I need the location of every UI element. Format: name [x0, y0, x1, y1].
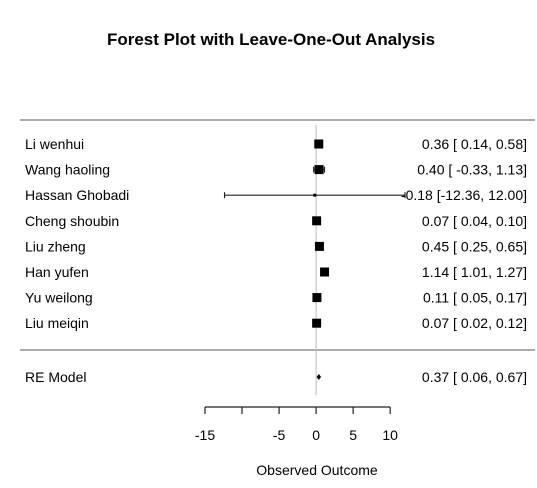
- point-estimate: [314, 241, 324, 251]
- study-label: Yu weilong: [25, 290, 93, 306]
- x-tick-label: 5: [349, 427, 357, 443]
- x-tick-label: -15: [195, 427, 215, 443]
- x-tick-label: 10: [382, 427, 398, 443]
- point-estimate: [312, 293, 322, 303]
- estimate-ci-text: 0.07 [ 0.04, 0.10]: [422, 213, 527, 229]
- study-row: Wang haoling 0.40 [ -0.33, 1.13]: [25, 162, 527, 178]
- study-row: Hassan Ghobadi -0.18 [-12.36, 12.00]: [25, 187, 527, 203]
- estimate-ci-text: 0.40 [ -0.33, 1.13]: [417, 162, 527, 178]
- x-tick-label: -5: [273, 427, 286, 443]
- estimate-ci-text: 0.11 [ 0.05, 0.17]: [423, 290, 527, 306]
- study-label: Liu zheng: [25, 238, 86, 254]
- study-row: Yu weilong 0.11 [ 0.05, 0.17]: [25, 290, 527, 306]
- point-estimate: [312, 318, 322, 328]
- estimate-ci-text: -0.18 [-12.36, 12.00]: [401, 187, 527, 203]
- point-estimate: [314, 165, 324, 175]
- study-row: Li wenhui 0.36 [ 0.14, 0.58]: [25, 136, 527, 152]
- study-rows: Li wenhui 0.36 [ 0.14, 0.58] Wang haoling 0…: [25, 136, 527, 331]
- point-estimate: [314, 139, 324, 149]
- study-label: Wang haoling: [25, 162, 110, 178]
- study-label: Han yufen: [25, 264, 89, 280]
- summary-label: RE Model: [25, 369, 86, 385]
- summary-diamond: [316, 374, 322, 380]
- study-row: Liu zheng 0.45 [ 0.25, 0.65]: [25, 238, 527, 254]
- point-estimate: [312, 216, 322, 226]
- chart-title: Forest Plot with Leave-One-Out Analysis: [107, 30, 435, 49]
- x-axis-label: Observed Outcome: [256, 462, 378, 478]
- summary-estimate-text: 0.37 [ 0.06, 0.67]: [422, 369, 527, 385]
- estimate-ci-text: 0.36 [ 0.14, 0.58]: [422, 136, 527, 152]
- estimate-ci-text: 0.07 [ 0.02, 0.12]: [422, 315, 527, 331]
- study-label: Cheng shoubin: [25, 213, 119, 229]
- summary-row: RE Model 0.37 [ 0.06, 0.67]: [25, 369, 527, 385]
- x-axis: -15 -5 0 5 10: [195, 406, 398, 443]
- point-estimate: [320, 267, 330, 277]
- study-row: Cheng shoubin 0.07 [ 0.04, 0.10]: [25, 213, 527, 229]
- point-estimate: [313, 193, 317, 197]
- study-row: Liu meiqin 0.07 [ 0.02, 0.12]: [25, 315, 527, 331]
- estimate-ci-text: 0.45 [ 0.25, 0.65]: [422, 238, 527, 254]
- study-label: Li wenhui: [25, 136, 84, 152]
- study-row: Han yufen 1.14 [ 1.01, 1.27]: [25, 264, 527, 280]
- study-label: Liu meiqin: [25, 315, 89, 331]
- x-tick-label: 0: [312, 427, 320, 443]
- study-label: Hassan Ghobadi: [25, 187, 129, 203]
- estimate-ci-text: 1.14 [ 1.01, 1.27]: [422, 264, 527, 280]
